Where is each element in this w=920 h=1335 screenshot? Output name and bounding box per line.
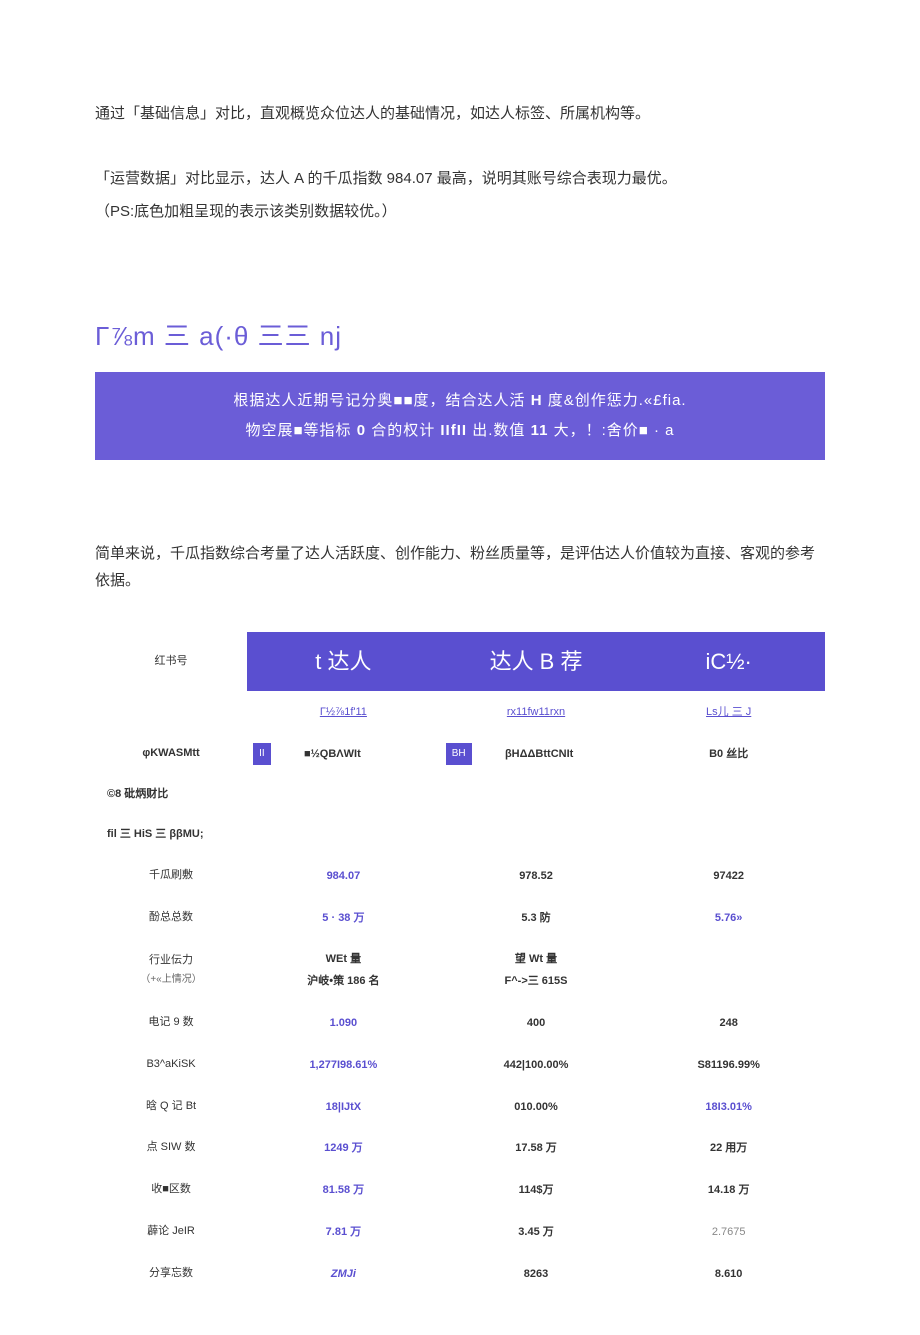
table-cell: 81.58 万 [247, 1169, 440, 1211]
col-header-a: t 达人 [247, 632, 440, 692]
table-row-label: 收■区数 [95, 1169, 247, 1211]
table-cell: 18I3.01% [632, 1086, 825, 1128]
para2-line1: 「运营数据」对比显示，达人 A 的千瓜指数 984.07 最高，说明其账号综合表… [95, 165, 825, 192]
para3: 简单来说，千瓜指数综合考量了达人活跃度、创作能力、粉丝质量等，是评估达人价值较为… [95, 540, 825, 594]
table-cell: 17.58 万 [440, 1127, 633, 1169]
table-cell: 望 Wt 量F^->三 615S [440, 938, 633, 1002]
table-cell: 114$万 [440, 1169, 633, 1211]
table-cell [632, 938, 825, 1002]
link-c[interactable]: Ls儿 三 J [706, 706, 751, 718]
table-row-label: 电记 9 数 [95, 1002, 247, 1044]
intro-paragraph: 通过「基础信息」对比，直观概览众位达人的基础情况，如达人标签、所属机构等。 [95, 100, 825, 127]
table-cell: 1.090 [247, 1002, 440, 1044]
pb-line2-mid: 合的权计 [366, 422, 440, 439]
badge-a: II [253, 743, 271, 765]
table-cell: 22 用万 [632, 1127, 825, 1169]
table-row-label: 分享忘数 [95, 1253, 247, 1295]
table-cell: 010.00% [440, 1086, 633, 1128]
link-a[interactable]: Γ½⅞1f'11 [320, 706, 367, 718]
comparison-table: 红书号 t 达人 达人 B 荐 iC½· Γ½⅞1f'11 rx11fw11rx… [95, 632, 825, 1295]
table-row-label: 千瓜刷敷 [95, 855, 247, 897]
pb-line2-post: 大，！:舍价■ · a [548, 422, 674, 439]
pb-line1-bold: H [531, 392, 543, 409]
table-cell: 3.45 万 [440, 1211, 633, 1253]
pb-line2-pre: 物空展■等指标 [245, 422, 356, 439]
table-cell: 1,277I98.61% [247, 1044, 440, 1086]
table-cell: 400 [440, 1002, 633, 1044]
row-header-label: 红书号 [95, 632, 247, 692]
purple-heading: Γ⅞m 三 a(·θ 三三 nj [95, 313, 825, 360]
table-cell: 442|100.00% [440, 1044, 633, 1086]
table-cell: 18|IJtX [247, 1086, 440, 1128]
table-cell: 5.3 防 [440, 897, 633, 939]
section2-label: fil 三 HiS 三 ββMU; [95, 815, 825, 855]
table-cell: S81196.99% [632, 1044, 825, 1086]
table-cell: 14.18 万 [632, 1169, 825, 1211]
badge-b: BH [446, 743, 472, 765]
table-row-label: 薜论 JeIR [95, 1211, 247, 1253]
pb-line1-pre: 根据达人近期号记分奥■■度，结合达人活 [233, 392, 530, 409]
table-cell: ZMJi [247, 1253, 440, 1295]
table-cell: 984.07 [247, 855, 440, 897]
pb-line2-mid2: 出.数值 [467, 422, 531, 439]
table-cell: 97422 [632, 855, 825, 897]
table-cell: 2.7675 [632, 1211, 825, 1253]
table-cell: 1249 万 [247, 1127, 440, 1169]
table-row-label: 酚总总数 [95, 897, 247, 939]
table-cell: 248 [632, 1002, 825, 1044]
table-cell: 8.610 [632, 1253, 825, 1295]
purple-info-box: 根据达人近期号记分奥■■度，结合达人活 H 度&创作惩力.«£fia. 物空展■… [95, 372, 825, 460]
table-row-label: 晗 Q 记 Bt [95, 1086, 247, 1128]
table-row-label: 行业伝力（+«上情况） [95, 938, 247, 1002]
table-cell: 5.76» [632, 897, 825, 939]
link-b[interactable]: rx11fw11rxn [507, 706, 565, 718]
table-cell: 8263 [440, 1253, 633, 1295]
table-cell: WEt 量沪岐•策 186 名 [247, 938, 440, 1002]
col-header-b: 达人 B 荐 [440, 632, 633, 692]
table-row-label: B3^aKiSK [95, 1044, 247, 1086]
para2-line2: （PS:底色加粗呈现的表示该类别数据较优。） [95, 198, 825, 225]
badge-text-c: B0 丝比 [709, 748, 748, 760]
pb-line2-b1: 0 [357, 422, 366, 439]
table-cell: 978.52 [440, 855, 633, 897]
badge-row-label: φKWASMtt [95, 733, 247, 775]
pb-line2-b3: 11 [531, 422, 549, 439]
pb-line1-post: 度&创作惩力.«£fia. [543, 392, 687, 409]
section1-label: ©8 砒炳财比 [95, 775, 825, 815]
col-header-c: iC½· [632, 632, 825, 692]
table-cell: 5 · 38 万 [247, 897, 440, 939]
badge-text-b: βHΔΔBttCNIt [505, 748, 573, 760]
table-cell: 7.81 万 [247, 1211, 440, 1253]
pb-line2-b2: IIfII [440, 422, 467, 439]
table-row-label: 点 SIW 数 [95, 1127, 247, 1169]
badge-text-a: ■½QBΛWIt [304, 748, 361, 760]
